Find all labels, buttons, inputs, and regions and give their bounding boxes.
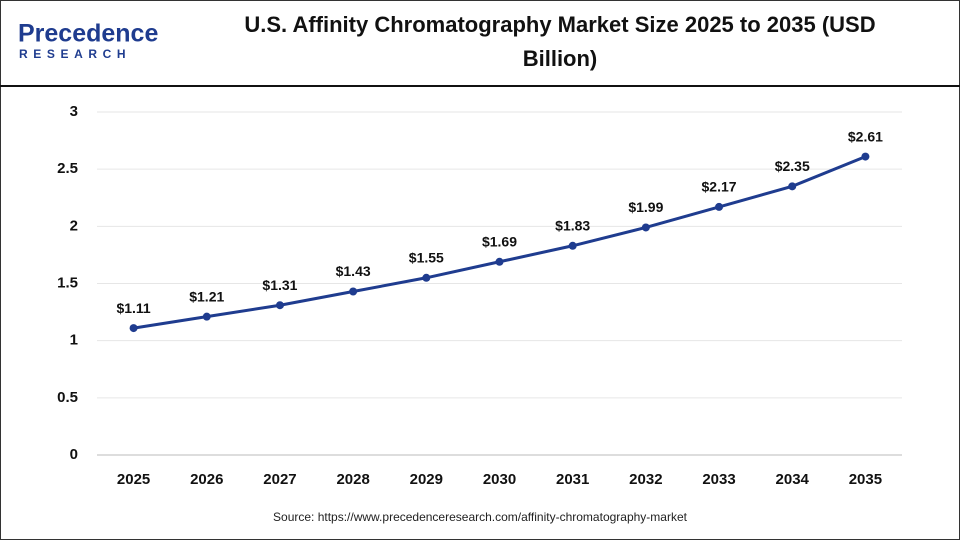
x-tick-label: 2029 — [410, 471, 443, 488]
y-tick-label: 0 — [70, 446, 78, 463]
source: Source: https://www.precedenceresearch.c… — [273, 510, 688, 524]
x-tick-label: 2035 — [849, 471, 882, 488]
x-tick-label: 2025 — [117, 471, 150, 488]
point — [349, 287, 358, 296]
x-tick-label: 2026 — [190, 471, 223, 488]
y-tick-label: 2.5 — [57, 160, 78, 177]
data-label: $1.11 — [116, 300, 150, 316]
data-label: $2.17 — [702, 179, 737, 195]
x-tick-label: 2027 — [263, 471, 296, 488]
y-tick-label: 1.5 — [57, 274, 78, 291]
point — [568, 241, 577, 250]
point — [202, 312, 211, 321]
y-tick-label: 0.5 — [57, 389, 78, 406]
point — [275, 301, 284, 310]
logo-tagline: RESEARCH — [19, 47, 131, 61]
data-label: $1.21 — [189, 288, 224, 304]
data-label: $2.61 — [848, 128, 883, 144]
data-label: $1.55 — [409, 249, 444, 265]
point — [422, 273, 431, 282]
x-tick-label: 2034 — [776, 471, 810, 488]
logo-name: Precedence — [18, 20, 158, 48]
point — [861, 152, 870, 161]
x-tick-label: 2028 — [336, 471, 369, 488]
point — [715, 202, 724, 211]
point — [788, 182, 797, 191]
x-tick-label: 2030 — [483, 471, 516, 488]
y-tick-label: 3 — [70, 103, 78, 120]
data-label: $1.43 — [336, 263, 371, 279]
data-label: $1.69 — [482, 233, 517, 249]
data-label: $1.31 — [262, 277, 297, 293]
x-tick-label: 2033 — [702, 471, 735, 488]
data-label: $1.99 — [628, 199, 663, 215]
y-tick-label: 2 — [70, 217, 78, 234]
point — [129, 324, 138, 333]
x-tick-label: 2032 — [629, 471, 662, 488]
data-label: $1.83 — [555, 217, 590, 233]
x-tick-label: 2031 — [556, 471, 589, 488]
chart-title: U.S. Affinity Chromatography Market Size… — [244, 12, 876, 71]
point — [495, 257, 504, 266]
y-tick-label: 1 — [70, 332, 78, 349]
data-label: $2.35 — [775, 158, 810, 174]
point — [641, 223, 650, 232]
